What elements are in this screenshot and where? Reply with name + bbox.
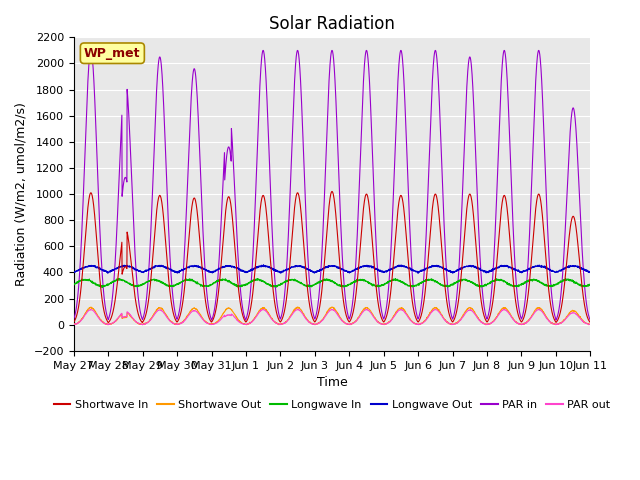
X-axis label: Time: Time [317, 376, 348, 389]
Text: WP_met: WP_met [84, 47, 141, 60]
Y-axis label: Radiation (W/m2, umol/m2/s): Radiation (W/m2, umol/m2/s) [15, 102, 28, 286]
Title: Solar Radiation: Solar Radiation [269, 15, 395, 33]
Legend: Shortwave In, Shortwave Out, Longwave In, Longwave Out, PAR in, PAR out: Shortwave In, Shortwave Out, Longwave In… [49, 396, 615, 414]
